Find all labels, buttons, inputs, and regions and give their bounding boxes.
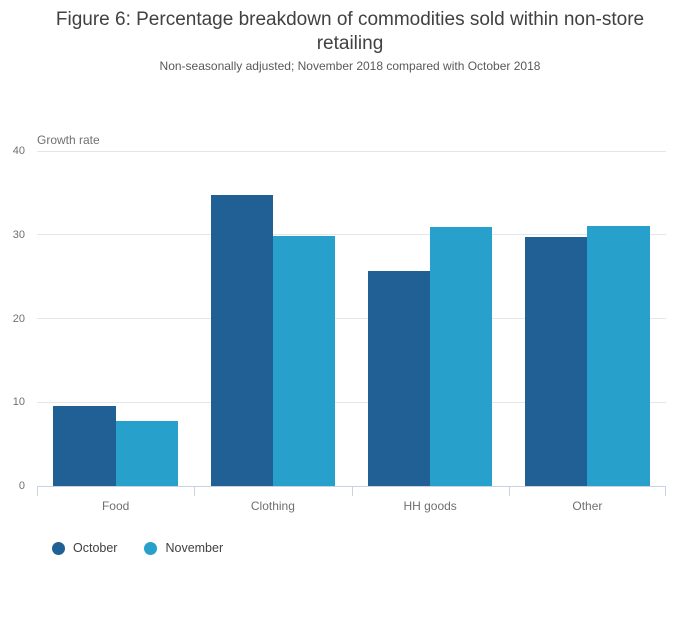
legend-item-october[interactable]: October: [52, 541, 117, 555]
gridline: [37, 150, 666, 152]
x-axis-tick: [351, 486, 353, 496]
y-tick-label: 0: [18, 480, 25, 492]
gridline: [37, 401, 666, 403]
gridline: [37, 234, 666, 236]
y-tick-label: 40: [12, 145, 25, 157]
legend-marker-november-icon: [144, 541, 158, 555]
x-axis-label-clothing: Clothing: [250, 499, 295, 513]
x-axis-label-other: Other: [572, 499, 603, 513]
bar-other-november[interactable]: [587, 225, 650, 486]
legend-marker-october-icon: [52, 541, 65, 555]
y-axis-title: Growth rate: [37, 133, 100, 147]
x-axis-label-hh-goods: HH goods: [403, 499, 457, 513]
legend-label-november: November: [165, 541, 224, 555]
chart-title: Figure 6: Percentage breakdown of commod…: [55, 9, 645, 54]
legend: October November: [52, 541, 223, 555]
plot-area: 0 10 20 30 40 Food Clothing HH goods Other: [13, 145, 666, 513]
y-tick-label: 20: [12, 312, 25, 325]
x-axis-tick: [37, 486, 38, 496]
bar-hh-goods-november[interactable]: [430, 227, 493, 486]
legend-label-october: October: [73, 541, 118, 555]
x-axis-label-food: Food: [101, 499, 130, 513]
y-tick-label: 10: [12, 396, 25, 409]
gridline: [37, 318, 666, 319]
bar-clothing-october[interactable]: [210, 195, 273, 486]
bar-hh-goods-october[interactable]: [367, 270, 431, 486]
bar-other-october[interactable]: [525, 237, 588, 486]
chart-subtitle: Non-seasonally adjusted; November 2018 c…: [159, 59, 541, 73]
bar-clothing-november[interactable]: [272, 235, 336, 486]
bar-food-october[interactable]: [53, 405, 116, 486]
x-axis-tick: [508, 486, 510, 496]
x-axis-tick: [194, 486, 196, 496]
y-tick-label: 30: [12, 228, 25, 241]
x-axis-tick: [665, 486, 666, 496]
bar-food-november[interactable]: [115, 420, 178, 486]
legend-item-november[interactable]: November: [144, 541, 223, 555]
